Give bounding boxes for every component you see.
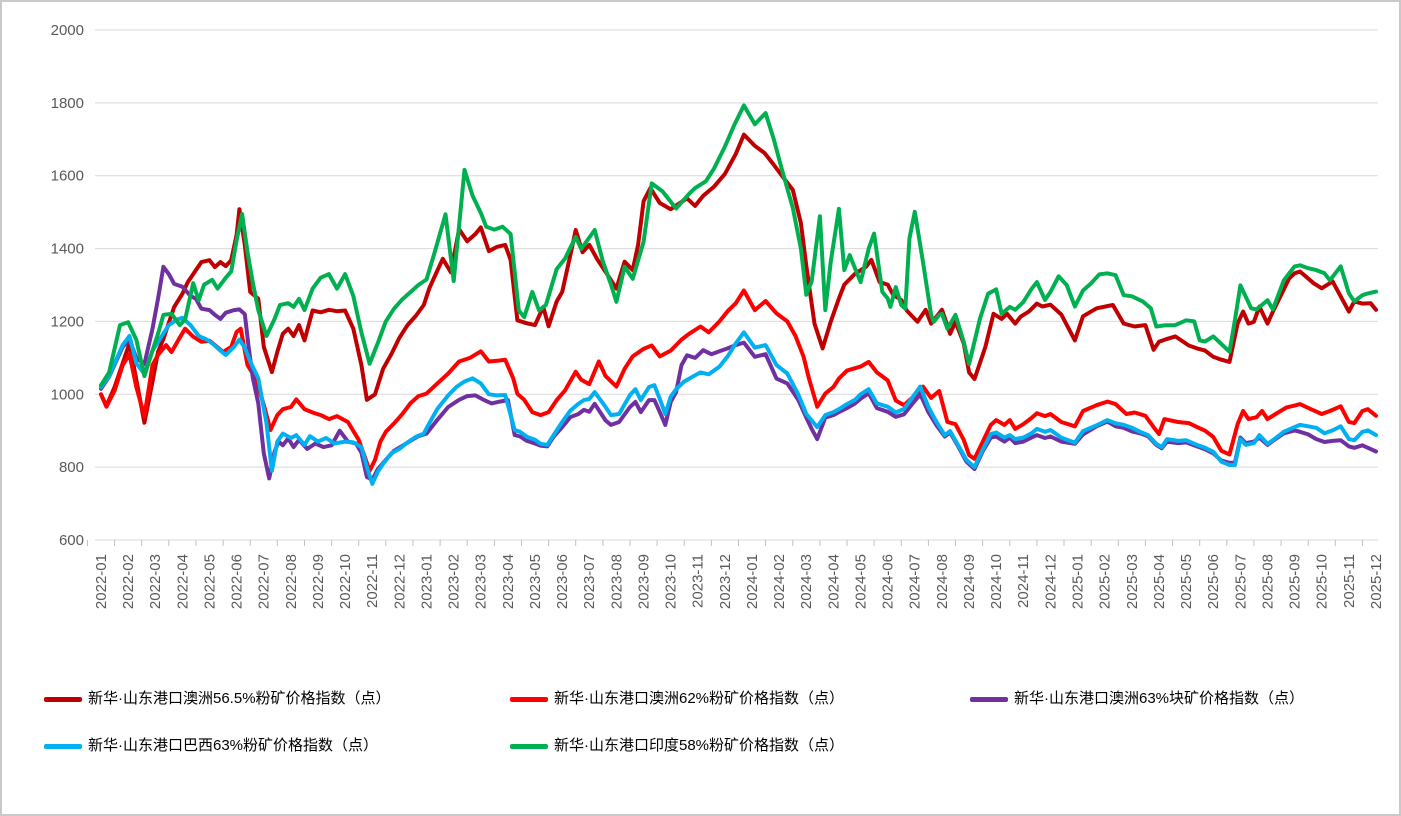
legend-line-marker-red [510,696,548,702]
x-axis-label: 2023-04 [500,554,517,609]
x-axis-label: 2022-01 [93,554,110,609]
x-axis-label: 2023-10 [663,554,680,609]
x-axis-label: 2022-06 [229,554,246,609]
price-index-line-chart: 600 800 1000 1200 1400 1600 1800 2000 2022-01 202… [51,22,1385,609]
x-axis-label: 2024-01 [744,554,761,609]
x-axis-label: 2024-09 [961,554,978,609]
series-line-br63-fines [99,315,1378,486]
x-axis-label: 2024-12 [1042,554,1059,609]
legend-label-br63-fines: 新华·山东港口巴西63%粉矿价格指数（点） [88,737,379,754]
x-axis-label: 2024-04 [825,554,842,609]
legend-line-marker-dark-red [44,696,82,702]
x-axis-label: 2025-03 [1124,554,1141,609]
x-axis-label: 2024-06 [880,554,897,609]
legend-item-br63-fines: 新华·山东港口巴西63%粉矿价格指数（点） [44,736,378,756]
x-axis-label: 2023-07 [581,554,598,609]
x-axis-label: 2025-02 [1097,554,1114,609]
y-axis-label: 1000 [51,386,84,403]
x-axis-label: 2025-06 [1205,554,1222,609]
x-axis-label: 2023-05 [527,554,544,609]
series-line-au62-fines [99,288,1378,473]
x-axis-label: 2022-11 [364,554,381,608]
legend-line-marker-blue [44,743,82,749]
y-axis-label: 2000 [51,22,84,39]
legend-item-au63-lump: 新华·山东港口澳洲63%块矿价格指数（点） [970,689,1304,709]
legend-item-au62-fines: 新华·山东港口澳洲62%粉矿价格指数（点） [510,689,844,709]
x-axis-label: 2025-10 [1314,554,1331,609]
x-axis-label: 2025-05 [1178,554,1195,609]
x-axis-label: 2023-08 [608,554,625,609]
x-axis-label: 2022-07 [256,554,273,609]
x-axis-label: 2023-12 [717,554,734,609]
y-axis-label: 800 [59,459,84,476]
x-axis-label: 2022-10 [337,554,354,609]
x-axis-label: 2022-05 [201,554,218,609]
x-axis-label: 2025-11 [1341,554,1358,608]
legend-label-au63-lump: 新华·山东港口澳洲63%块矿价格指数（点） [1014,690,1305,707]
x-axis-label: 2024-10 [988,554,1005,609]
x-axis-label: 2025-04 [1151,554,1168,609]
x-axis-label: 2024-08 [934,554,951,609]
y-axis-label: 1800 [51,95,84,112]
x-axis-label: 2023-09 [636,554,653,609]
legend-label-au62-fines: 新华·山东港口澳洲62%粉矿价格指数（点） [554,690,845,707]
x-axis-label: 2022-09 [310,554,327,609]
x-axis-label: 2024-05 [853,554,870,609]
x-axis-label: 2023-03 [473,554,490,609]
series-line-in58-fines [99,103,1378,388]
x-axis-label: 2025-08 [1259,554,1276,609]
legend-item-in58-fines: 新华·山东港口印度58%粉矿价格指数（点） [510,736,844,756]
y-axis-label: 1200 [51,313,84,330]
legend-line-marker-green [510,743,548,749]
x-axis-label: 2022-04 [174,554,191,609]
y-axis-label: 1600 [51,168,84,185]
x-axis-label: 2022-08 [283,554,300,609]
y-axis-label: 600 [59,532,84,549]
legend-label-in58-fines: 新华·山东港口印度58%粉矿价格指数（点） [554,737,845,754]
x-axis-label: 2023-01 [418,554,435,609]
x-axis-label: 2022-02 [120,554,137,609]
x-axis-label: 2022-03 [147,554,164,609]
x-axis-label: 2025-12 [1368,554,1385,609]
x-axis-label: 2025-09 [1287,554,1304,609]
x-axis-label: 2023-11 [690,554,707,608]
legend-label-au565-fines: 新华·山东港口澳洲56.5%粉矿价格指数（点） [88,690,391,707]
x-axis-label: 2024-07 [907,554,924,609]
x-axis-label: 2023-02 [446,554,463,609]
x-axis-label: 2023-06 [554,554,571,609]
series-line-au565-fines [99,132,1378,425]
x-axis-label: 2024-03 [798,554,815,609]
legend-item-au565-fines: 新华·山东港口澳洲56.5%粉矿价格指数（点） [44,689,391,709]
y-axis-label: 1400 [51,241,84,258]
x-axis-label: 2022-12 [391,554,408,609]
legend-line-marker-purple [970,696,1008,702]
x-axis-label: 2025-01 [1070,554,1087,609]
x-axis-label: 2024-11 [1015,554,1032,608]
x-axis-label: 2025-07 [1232,554,1249,609]
x-axis-label: 2024-02 [771,554,788,609]
